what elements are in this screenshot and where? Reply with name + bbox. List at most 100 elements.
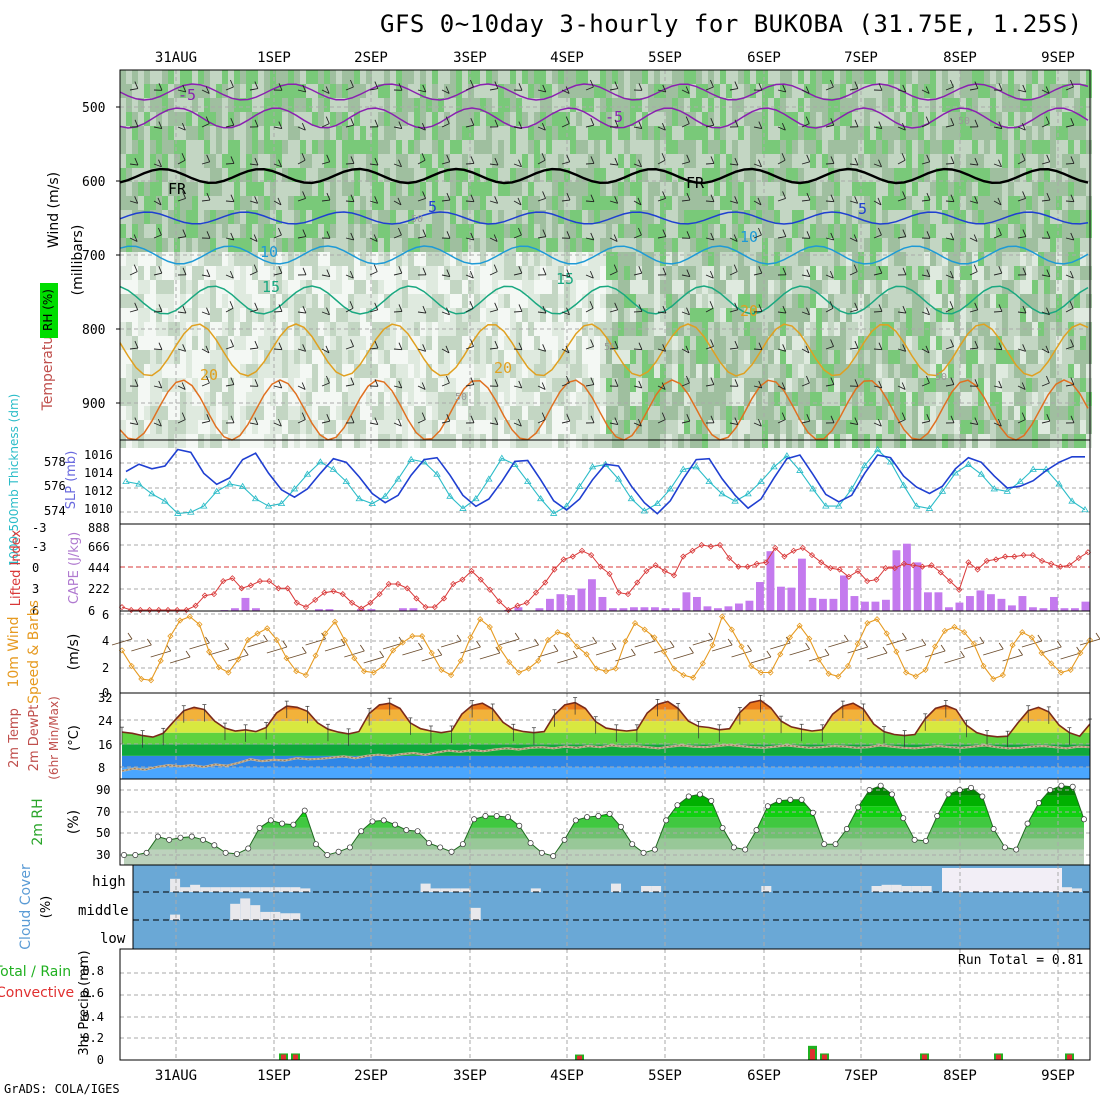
rh-cell <box>522 434 528 448</box>
rh-cell <box>486 336 492 350</box>
rh-cell <box>942 378 948 392</box>
rh-cell <box>996 112 1002 126</box>
rh-cell <box>402 266 408 280</box>
rh-cell <box>570 196 576 210</box>
rh-cell <box>162 392 168 406</box>
rh-cell <box>438 406 444 420</box>
wind-barb-flag <box>661 153 666 161</box>
rh-cell <box>648 168 654 182</box>
rh-cell <box>966 364 972 378</box>
rh-cell <box>1038 308 1044 322</box>
rh-cell <box>714 392 720 406</box>
rh-cell <box>444 378 450 392</box>
rh-cell <box>186 196 192 210</box>
rh-cell <box>834 182 840 196</box>
rh-cell <box>354 434 360 448</box>
rh-cell <box>1086 210 1092 224</box>
rh-cell <box>468 364 474 378</box>
rh-cell <box>960 238 966 252</box>
rh-cell <box>522 224 528 238</box>
rh-cell <box>810 182 816 196</box>
wind-barb <box>273 385 282 389</box>
rh-cell <box>1050 392 1056 406</box>
rh-cell <box>420 210 426 224</box>
rh-cell <box>186 280 192 294</box>
rh-cell <box>294 378 300 392</box>
rh-cell <box>948 182 954 196</box>
rh-cell <box>798 252 804 266</box>
rh-cell <box>246 224 252 238</box>
wind-barb <box>633 310 643 313</box>
rh-cell <box>780 392 786 406</box>
rh-cell <box>1044 70 1050 84</box>
rh-cell <box>654 168 660 182</box>
rh-cell <box>1074 168 1080 182</box>
rh-cell <box>384 182 390 196</box>
rh-cell <box>954 420 960 434</box>
rh-cell <box>630 294 636 308</box>
rh-cell <box>294 252 300 266</box>
rh-cell <box>1032 294 1038 308</box>
rh-cell <box>738 350 744 364</box>
rh-cell <box>864 434 870 448</box>
wind-barb <box>537 348 546 352</box>
rh-cell <box>852 224 858 238</box>
rh-cell <box>462 350 468 364</box>
rh-cell <box>1008 336 1014 350</box>
rh-cell <box>780 266 786 280</box>
rh-cell <box>222 112 228 126</box>
rh-cell <box>552 98 558 112</box>
rh-cell <box>822 140 828 154</box>
rh-cell <box>876 84 882 98</box>
rh-cell <box>606 140 612 154</box>
wind-barb-flag <box>710 194 715 202</box>
rh-cell <box>372 336 378 350</box>
rh-cell <box>504 224 510 238</box>
rh-cell <box>174 196 180 210</box>
rh-cell <box>1068 196 1074 210</box>
rh-cell <box>510 364 516 378</box>
rh-cell <box>402 238 408 252</box>
wind-barb-flag <box>518 342 523 350</box>
rh-cell <box>684 168 690 182</box>
rh-cell <box>288 280 294 294</box>
rh-cell <box>822 210 828 224</box>
rh-cell <box>414 378 420 392</box>
rh-cell <box>204 196 210 210</box>
rh-cell <box>252 280 258 294</box>
wind-barb-flag <box>133 234 138 242</box>
rh-cell <box>666 154 672 168</box>
wind-barb-flag <box>518 380 523 389</box>
rh-cell <box>600 112 606 126</box>
rh-cell <box>1044 420 1050 434</box>
rh-cell <box>816 336 822 350</box>
rh-cell <box>786 336 792 350</box>
wind-barb-flag <box>349 270 354 279</box>
wind-barb-flag <box>157 418 162 427</box>
rh-cell <box>1074 70 1080 84</box>
rh-cell <box>828 350 834 364</box>
rh-cell <box>330 224 336 238</box>
rh-cell <box>366 98 372 112</box>
rh-cell <box>672 392 678 406</box>
rh-cell <box>414 168 420 182</box>
rh-cell <box>630 392 636 406</box>
rh-cell <box>774 392 780 406</box>
rh-cell <box>144 168 150 182</box>
rh-cell <box>672 224 678 238</box>
rh-cell <box>420 294 426 308</box>
rh-cell <box>432 406 438 420</box>
rh-cell <box>360 70 366 84</box>
rh-cell <box>1008 238 1014 252</box>
rh-cell <box>804 238 810 252</box>
rh-cell <box>768 140 774 154</box>
wind-barb-flag <box>734 81 739 89</box>
rh-cell <box>570 238 576 252</box>
rh-cell <box>750 154 756 168</box>
rh-cell <box>444 392 450 406</box>
wind-barb-flag <box>686 414 691 422</box>
rh-cell <box>156 70 162 84</box>
rh-cell <box>666 420 672 434</box>
rh-cell <box>972 224 978 238</box>
rh-cell <box>978 98 984 112</box>
